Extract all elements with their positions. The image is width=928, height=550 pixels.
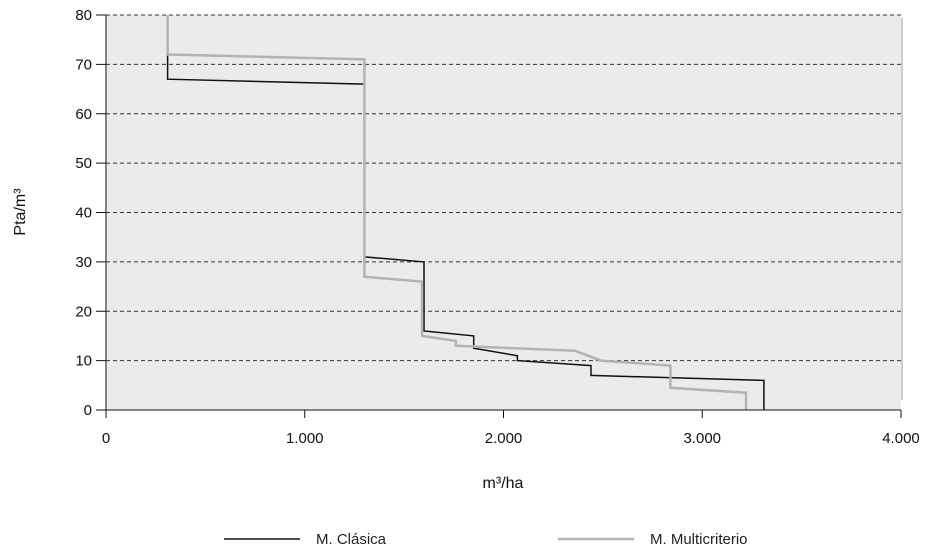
y-tick-label: 40 [75, 205, 92, 222]
x-tick-label: 1.000 [286, 430, 324, 447]
legend: M. Clásica M. Multicriterio [224, 531, 748, 548]
y-tick-label: 10 [75, 353, 92, 370]
axes [96, 14, 903, 418]
legend-label: M. Clásica [316, 531, 387, 548]
x-tick-label: 2.000 [485, 430, 523, 447]
x-tick-label: 0 [102, 430, 110, 447]
series-line-multicriterio [166, 15, 748, 410]
legend-label: M. Multicriterio [650, 531, 748, 548]
y-axis-label: Pta/m³ [12, 188, 29, 236]
y-tick-label: 0 [84, 402, 92, 419]
y-tick-label: 80 [75, 7, 92, 24]
y-tick-label: 20 [75, 303, 92, 320]
y-tick-label: 60 [75, 106, 92, 123]
y-tick-label: 50 [75, 155, 92, 172]
x-tick-label: 3.000 [683, 430, 721, 447]
x-axis-label: m³/ha [483, 475, 524, 492]
x-tick-labels: 0 1.000 2.000 3.000 4.000 [102, 430, 920, 447]
x-tick-label: 4.000 [882, 430, 920, 447]
y-tick-labels: 0 10 20 30 40 50 60 70 80 [75, 7, 92, 419]
series-lines [166, 15, 765, 410]
y-tick-label: 70 [75, 56, 92, 73]
y-tick-label: 30 [75, 254, 92, 271]
